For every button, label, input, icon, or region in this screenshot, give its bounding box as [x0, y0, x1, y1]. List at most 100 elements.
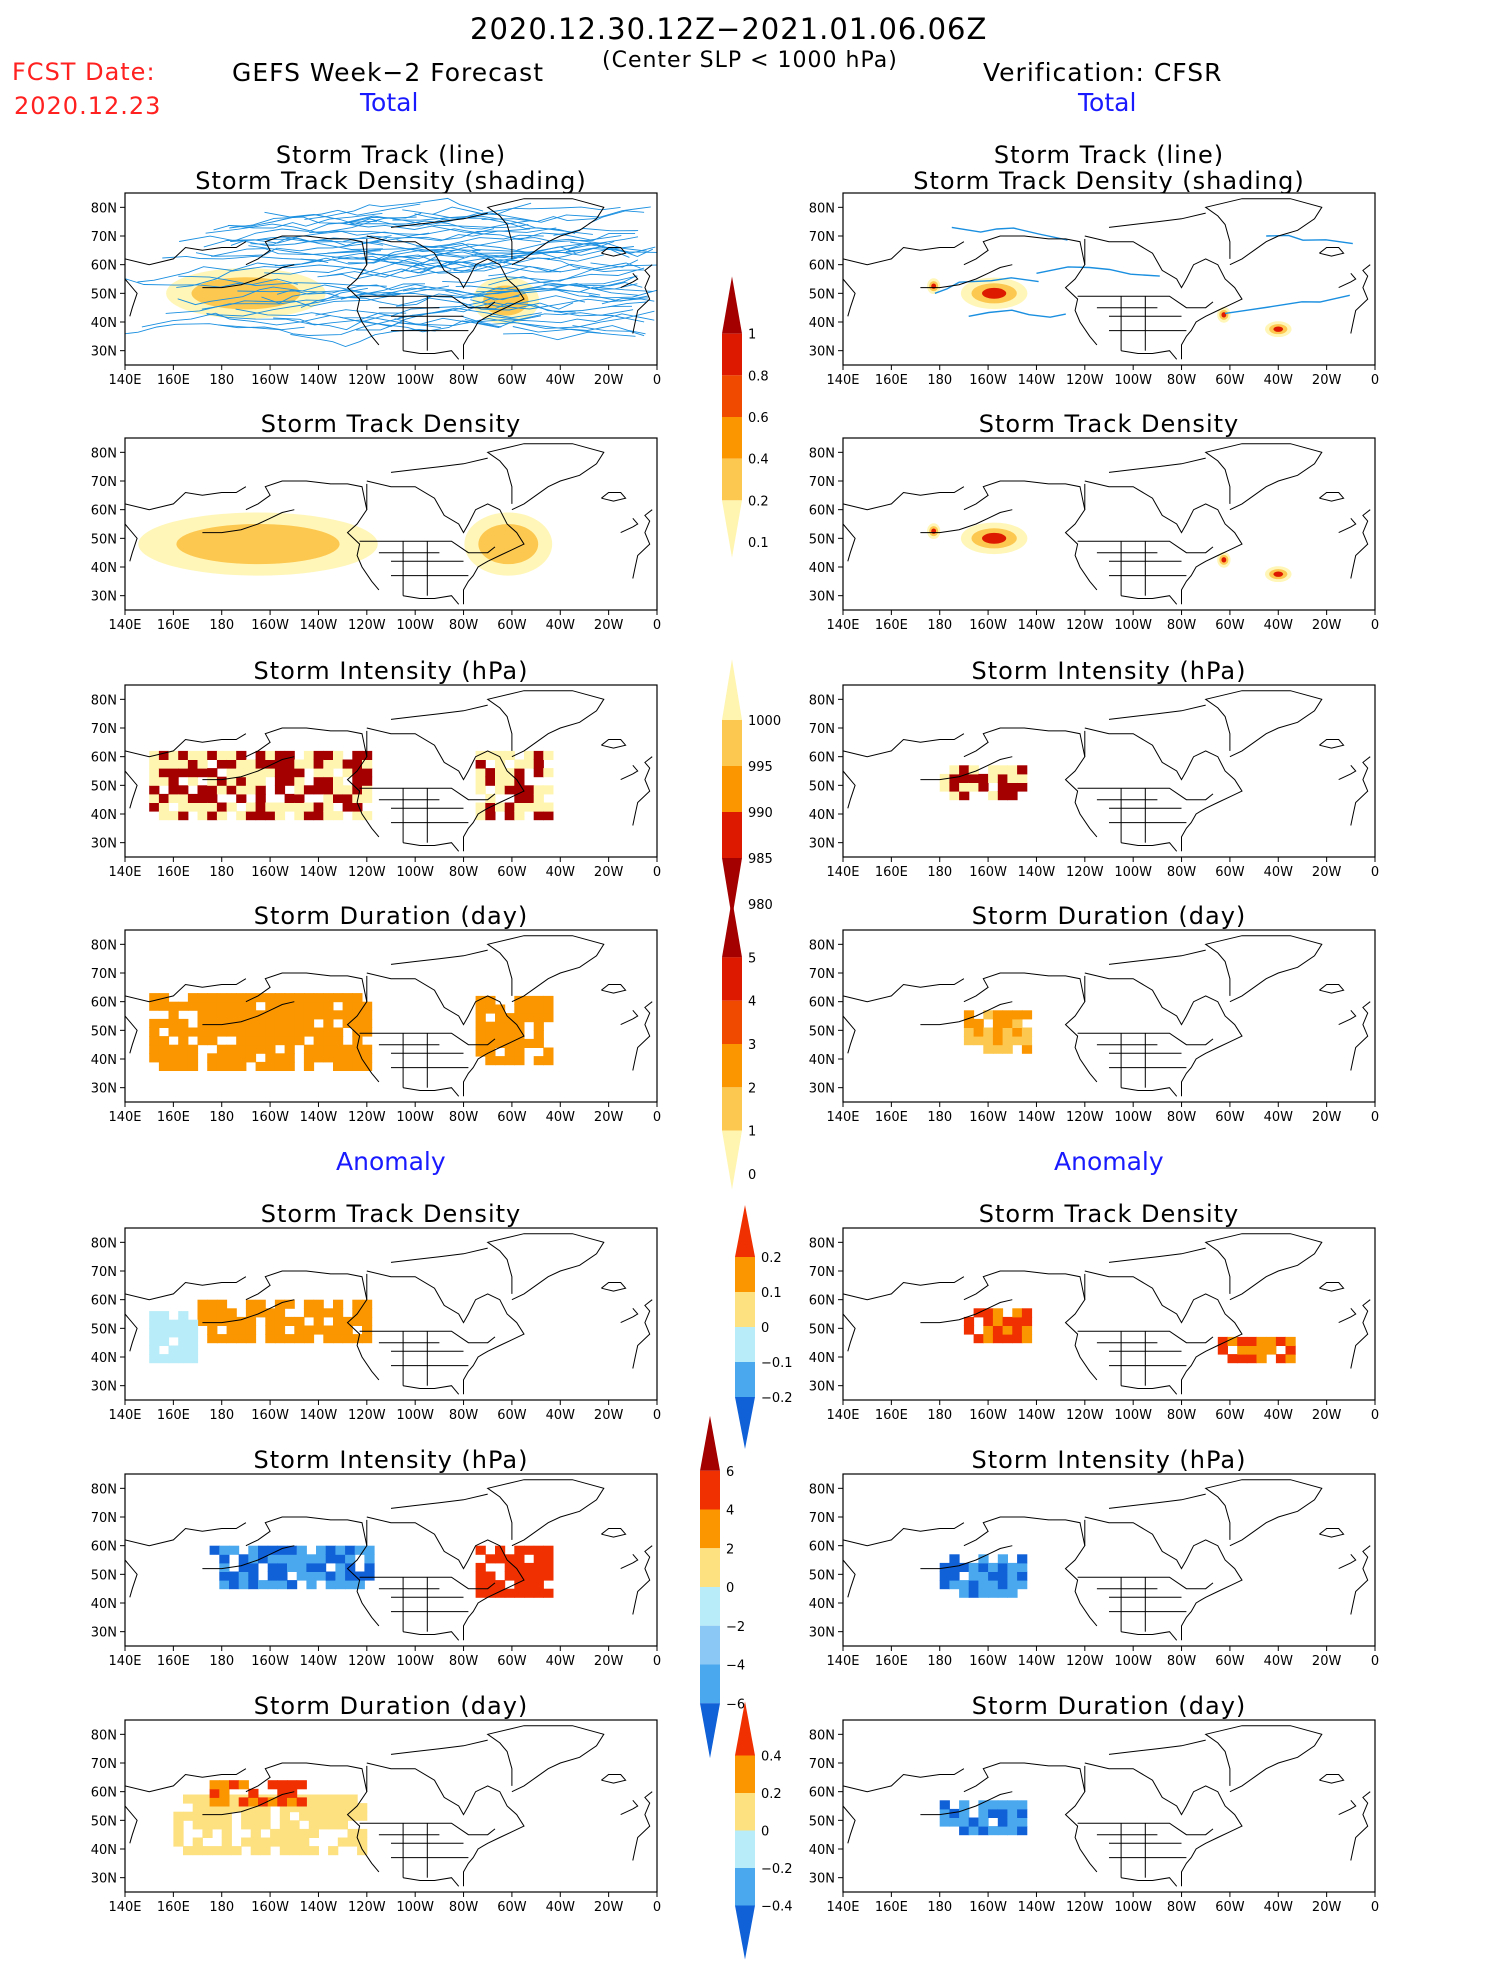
forecast-total-intensity-lon-tick: 40W — [546, 865, 576, 880]
forecast-anom-density-cell — [274, 1299, 286, 1309]
forecast-total-track-title-2: Storm Track Density (shading) — [195, 167, 587, 195]
intensity-colorbar-swatch — [722, 766, 742, 812]
forecast-anom-density-cell — [265, 1325, 276, 1335]
cfsr-total-duration-cell — [983, 1044, 994, 1054]
cfsr-total-intensity-lat-tick: 40N — [809, 808, 835, 823]
cfsr-anom-density-cell — [1266, 1336, 1277, 1346]
forecast-total-duration-cell — [342, 993, 353, 1003]
forecast-total-duration-cell — [475, 1038, 486, 1048]
forecast-total-intensity-cell — [207, 785, 218, 795]
forecast-total-intensity-cell — [265, 750, 276, 760]
forecast-anom-duration-cell — [318, 1803, 329, 1813]
forecast-anom-intensity-cell — [248, 1571, 259, 1581]
forecast-anom-intensity-cell — [296, 1554, 307, 1564]
cfsr-anom-density-map: 140E 160E 180 160W 140W 120W 100W 80W 60W 40W 20W 0… — [809, 1227, 1379, 1423]
forecast-total-duration-cell — [274, 1036, 286, 1046]
forecast-total-density-lon-tick: 140W — [300, 618, 338, 633]
forecast-anom-duration-cell — [202, 1846, 213, 1856]
forecast-anom-density-cell — [274, 1334, 286, 1344]
cfsr-total-track-lon-tick: 180 — [927, 373, 952, 388]
forecast-total-duration-cell — [245, 1010, 257, 1020]
cfsr-total-track-track — [968, 309, 1066, 318]
forecast-anom-intensity-cell — [219, 1562, 230, 1572]
cfsr-total-track-coastlines — [842, 198, 1371, 360]
forecast-anom-duration-lon-tick: 60W — [497, 1900, 527, 1915]
forecast-anom-intensity-cell — [354, 1580, 365, 1590]
forecast-anom-density-cell — [284, 1299, 295, 1309]
forecast-anom-duration-cell — [308, 1803, 319, 1813]
forecast-total-duration-cell — [533, 995, 544, 1005]
forecast-total-duration-cell — [362, 1010, 373, 1020]
cfsr-anom-duration-lat-tick: 40N — [809, 1843, 835, 1858]
cfsr-total-intensity-cell — [988, 773, 999, 783]
forecast-total-duration-cell — [303, 1061, 315, 1071]
forecast-anom-intensity-cell — [306, 1562, 317, 1572]
forecast-total-track-track — [362, 227, 557, 245]
forecast-total-duration-cell — [342, 1061, 353, 1071]
forecast-total-intensity-cell — [284, 768, 295, 778]
cfsr-total-intensity-cell — [997, 791, 1008, 801]
forecast-anom-density-lat-tick: 40N — [91, 1351, 117, 1366]
forecast-total-duration-cell — [245, 1027, 257, 1037]
forecast-anom-density-cell — [158, 1328, 170, 1338]
duration-colorbar-label: 3 — [748, 1038, 756, 1053]
forecast-total-duration-cell — [216, 1053, 228, 1063]
forecast-anom-duration-cell — [337, 1811, 348, 1821]
forecast-anom-intensity-cell — [238, 1580, 249, 1590]
forecast-total-duration-cell — [207, 1001, 218, 1011]
cfsr-total-track-lon-tick: 140W — [1018, 373, 1056, 388]
forecast-total-intensity-cell — [294, 802, 305, 812]
cfsr-total-density-lat-tick: 80N — [809, 446, 835, 461]
cfsr-anom-duration-cell — [988, 1826, 999, 1836]
cfsr-total-density-map: 140E 160E 180 160W 140W 120W 100W 80W 60W 40W 20W 0… — [809, 437, 1379, 633]
forecast-anom-duration-cell — [260, 1803, 271, 1813]
forecast-anom-density-cell — [158, 1311, 170, 1321]
forecast-anom-density-cell — [333, 1308, 344, 1318]
forecast-total-duration-cell — [352, 1036, 363, 1046]
forecast-total-duration-cell — [475, 1004, 486, 1014]
cfsr-anom-density-cell — [1021, 1325, 1033, 1335]
cfsr-anom-duration-lon-tick: 160W — [969, 1900, 1007, 1915]
cfsr-anom-density-cell — [992, 1325, 1004, 1335]
forecast-total-duration-cell — [207, 1053, 218, 1063]
forecast-anom-duration-lon-tick: 20W — [594, 1900, 624, 1915]
cfsr-anom-density-lon-tick: 140W — [1018, 1408, 1056, 1423]
forecast-total-duration-cell — [197, 1001, 208, 1011]
cfsr-total-track-field-1 — [960, 277, 1028, 310]
duration-colorbar-swatch — [722, 1000, 742, 1044]
forecast-total-duration-cell — [342, 1010, 353, 1020]
forecast-anom-duration-cell — [231, 1846, 242, 1856]
forecast-total-intensity-cell — [543, 768, 554, 778]
forecast-anom-duration-cell — [279, 1828, 290, 1838]
forecast-total-intensity-cell — [504, 802, 515, 812]
forecast-anom-density-cell — [187, 1319, 199, 1329]
forecast-total-intensity-cell — [543, 802, 554, 812]
cfsr-total-intensity-lat-tick: 70N — [809, 722, 835, 737]
cfsr-total-duration-cell — [1021, 1010, 1033, 1020]
cfsr-total-intensity-cell — [997, 765, 1008, 775]
forecast-total-label: Total — [360, 88, 419, 117]
forecast-total-duration-lat-tick: 70N — [91, 967, 117, 982]
forecast-anom-duration-cell — [289, 1837, 300, 1847]
forecast-anom-intensity-cell — [485, 1571, 496, 1581]
forecast-total-intensity-cell — [533, 759, 544, 769]
cfsr-anom-duration-cell — [1007, 1817, 1018, 1827]
forecast-anom-density-coastlines — [124, 1233, 653, 1395]
cfsr-anom-density-lat-tick: 60N — [809, 1294, 835, 1309]
density-colorbar-swatch — [722, 333, 742, 376]
forecast-total-duration-cell — [168, 1044, 179, 1054]
forecast-anom-duration-cell — [250, 1837, 261, 1847]
cfsr-total-track-blob-core — [1273, 326, 1284, 332]
forecast-total-track-track — [527, 304, 634, 317]
forecast-anom-duration-cell — [183, 1811, 194, 1821]
cfsr-total-density-coastlines — [842, 443, 1371, 605]
forecast-anom-intensity-cell — [277, 1545, 288, 1555]
forecast-total-duration-cell — [274, 1027, 286, 1037]
duration-colorbar-label: 5 — [748, 951, 756, 966]
forecast-anom-intensity-lat-tick: 70N — [91, 1511, 117, 1526]
forecast-anom-density-lat-tick: 60N — [91, 1294, 117, 1309]
forecast-anom-density-frame — [124, 1227, 658, 1401]
forecast-total-duration-cell — [207, 1027, 218, 1037]
forecast-total-duration-cell — [313, 1010, 324, 1020]
forecast-total-duration-cell — [323, 993, 334, 1003]
